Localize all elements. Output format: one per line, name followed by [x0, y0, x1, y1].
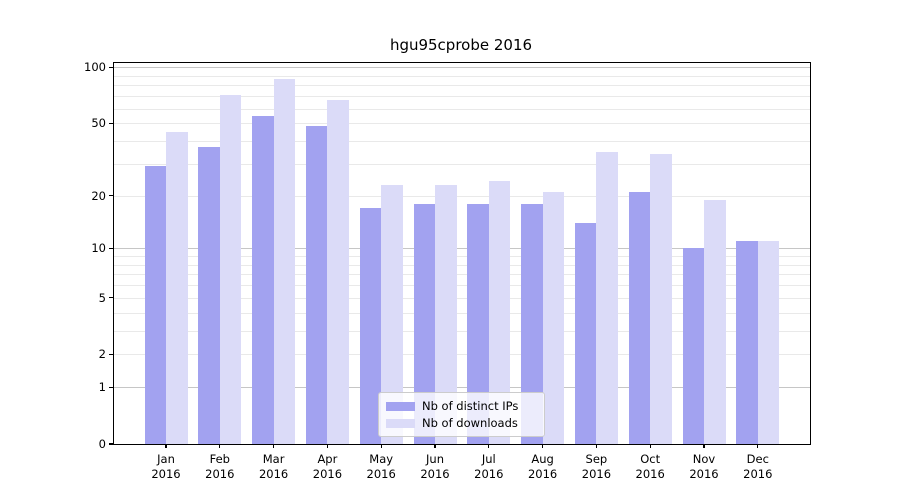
y-tick-mark-10: [109, 247, 114, 249]
y-axis-tick-label-50: 50: [91, 116, 106, 131]
x-tick-mark-apr: [326, 444, 328, 448]
bar-downloads-dec: [757, 241, 780, 444]
bar-downloads-apr: [327, 99, 349, 444]
y-tick-mark-50: [109, 122, 114, 124]
bar-distinct-ips-aug: [521, 203, 543, 444]
y-axis-tick-label-1: 1: [98, 380, 106, 395]
x-axis-tick-label-mar: Mar 2016: [258, 452, 289, 481]
x-axis-tick-label-may: May 2016: [366, 452, 396, 481]
bar-distinct-ips-sep: [574, 223, 597, 444]
y-tick-mark-0: [109, 443, 114, 445]
bar-downloads-jun: [435, 184, 457, 444]
y-tick-mark-5: [109, 297, 114, 299]
gridline-minor-70: [114, 96, 810, 98]
gridline-minor-20: [114, 195, 810, 197]
x-tick-mark-jan: [165, 444, 167, 448]
gridline-minor-60: [114, 108, 810, 110]
gridline-major-100: [114, 67, 810, 69]
y-axis-tick-label-20: 20: [91, 188, 106, 203]
legend-swatch-distinct-ips: [386, 401, 415, 411]
bar-distinct-ips-dec: [736, 241, 758, 444]
plot-area: 100 50 20 10 5 2 1 0 Jan 2016 Feb 2016 Mar 2016 Apr 201…: [84, 60, 811, 481]
bar-distinct-ips-nov: [682, 248, 704, 444]
bar-distinct-ips-feb: [198, 147, 220, 444]
bar-downloads-oct: [650, 153, 672, 444]
y-tick-mark-1: [109, 386, 114, 388]
y-axis-tick-label-5: 5: [98, 290, 106, 305]
x-axis-tick-label-jun: Jun 2016: [420, 452, 450, 481]
legend: Nb of distinct IPs Nb of downloads: [378, 392, 545, 437]
y-tick-mark-2: [109, 353, 114, 355]
x-axis-tick-label-sep: Sep 2016: [581, 452, 612, 481]
gridline-minor-50: [114, 123, 810, 125]
bar-distinct-ips-oct: [628, 191, 651, 444]
gridline-major-10: [114, 248, 810, 250]
bar-distinct-ips-mar: [252, 115, 274, 444]
x-tick-mark-aug: [542, 444, 544, 448]
x-axis-tick-label-apr: Apr 2016: [312, 452, 343, 481]
x-tick-mark-jul: [488, 444, 490, 448]
x-tick-mark-jun: [434, 444, 436, 448]
x-axis-tick-label-feb: Feb 2016: [205, 452, 235, 481]
y-axis-tick-label-100: 100: [84, 60, 106, 75]
legend-swatch-downloads: [386, 418, 415, 428]
bar-distinct-ips-may: [359, 208, 382, 444]
gridline-minor-4: [114, 312, 810, 314]
gridline-minor-80: [114, 85, 810, 87]
bar-downloads-aug: [542, 191, 565, 444]
bar-downloads-jan: [166, 131, 188, 444]
gridline-minor-7: [114, 274, 810, 276]
legend-label-downloads: Nb of downloads: [422, 416, 518, 430]
gridline-minor-5: [114, 297, 810, 299]
gridline-minor-90: [114, 75, 810, 77]
x-axis-tick-label-dec: Dec 2016: [743, 452, 773, 481]
gridline-minor-3: [114, 330, 810, 332]
y-axis-tick-label-10: 10: [91, 241, 106, 256]
bar-distinct-ips-apr: [305, 126, 328, 444]
x-axis-tick-label-aug: Aug 2016: [527, 452, 558, 481]
x-tick-mark-dec: [757, 444, 759, 448]
x-axis-tick-label-jan: Jan 2016: [151, 452, 181, 481]
chart-title: hgu95cprobe 2016: [389, 36, 533, 54]
bar-downloads-feb: [219, 95, 242, 444]
gridline-minor-8: [114, 264, 810, 266]
x-axis-tick-label-nov: Nov 2016: [689, 452, 719, 481]
gridline-minor-9: [114, 256, 810, 258]
x-tick-mark-oct: [649, 444, 651, 448]
bar-distinct-ips-jul: [467, 203, 489, 444]
gridline-minor-30: [114, 163, 810, 165]
y-tick-mark-100: [109, 66, 114, 68]
x-axis-tick-label-oct: Oct 2016: [635, 452, 665, 481]
x-tick-mark-nov: [703, 444, 705, 448]
bar-downloads-jul: [488, 181, 511, 444]
x-tick-mark-mar: [273, 444, 275, 448]
legend-entry-downloads: Nb of downloads: [386, 416, 537, 430]
bar-downloads-may: [381, 184, 403, 444]
x-tick-mark-sep: [595, 444, 597, 448]
x-tick-mark-may: [380, 444, 382, 448]
gridline-minor-6: [114, 285, 810, 287]
legend-entry-distinct-ips: Nb of distinct IPs: [386, 399, 537, 413]
bar-distinct-ips-jun: [413, 203, 435, 444]
bar-distinct-ips-jan: [144, 166, 166, 444]
x-tick-mark-feb: [219, 444, 221, 448]
y-tick-mark-20: [109, 195, 114, 197]
y-axis-tick-label-2: 2: [98, 347, 106, 362]
y-axis-tick-label-0: 0: [98, 437, 106, 451]
bar-downloads-sep: [596, 151, 618, 444]
x-axis-tick-label-jul: Jul 2016: [474, 452, 504, 481]
gridline-major-1: [114, 387, 810, 389]
legend-label-distinct-ips: Nb of distinct IPs: [422, 399, 519, 413]
bar-downloads-nov: [704, 199, 726, 444]
gridline-minor-2: [114, 354, 810, 356]
gridline-minor-40: [114, 141, 810, 142]
bar-downloads-mar: [273, 78, 296, 444]
